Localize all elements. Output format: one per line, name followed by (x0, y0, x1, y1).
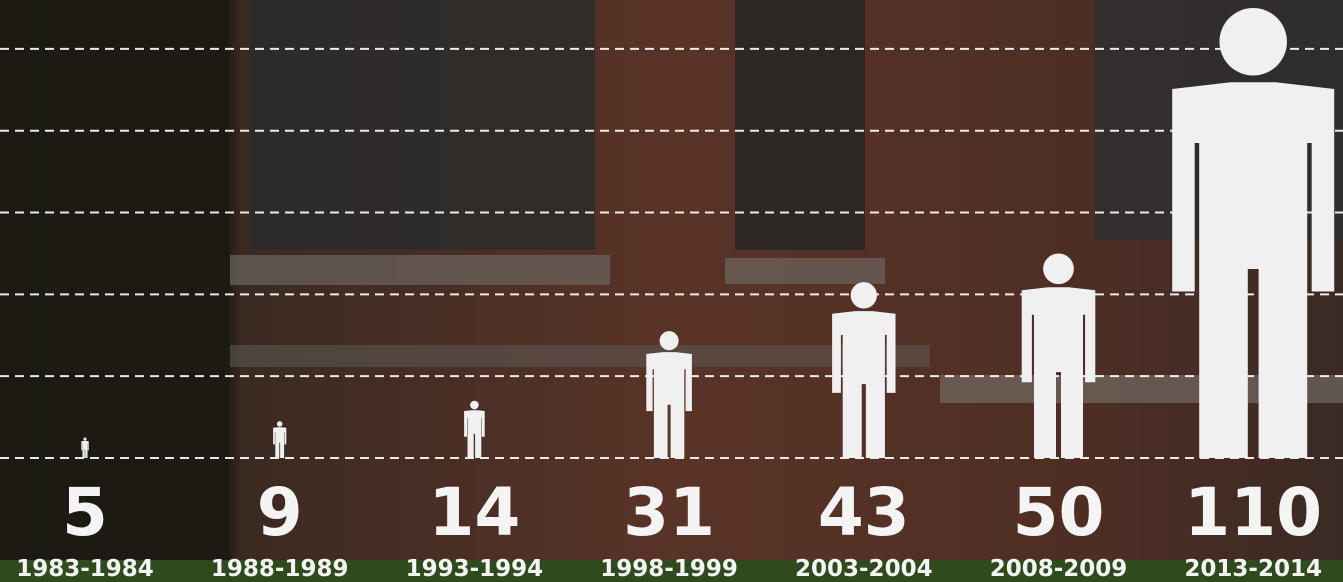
value-label: 43 (818, 474, 910, 551)
value-label: 14 (428, 474, 520, 551)
value-label: 110 (1184, 474, 1322, 551)
chart: 5 1983-1984 9 1988-1989 14 1993-1994 31 1998-19… (0, 0, 1343, 582)
value-label: 50 (1013, 474, 1105, 551)
category-label: 1998-1999 (600, 556, 738, 582)
category-label: 2013-2014 (1184, 556, 1322, 582)
value-label: 9 (257, 474, 303, 551)
value-label: 31 (623, 474, 715, 551)
page: 5 1983-1984 9 1988-1989 14 1993-1994 31 1998-19… (0, 0, 1343, 582)
category-label: 2003-2004 (795, 556, 933, 582)
category-label: 1993-1994 (406, 556, 544, 582)
category-label: 1983-1984 (16, 556, 154, 582)
category-label: 1988-1989 (211, 556, 349, 582)
value-label: 5 (62, 474, 108, 551)
category-label: 2008-2009 (990, 556, 1128, 582)
